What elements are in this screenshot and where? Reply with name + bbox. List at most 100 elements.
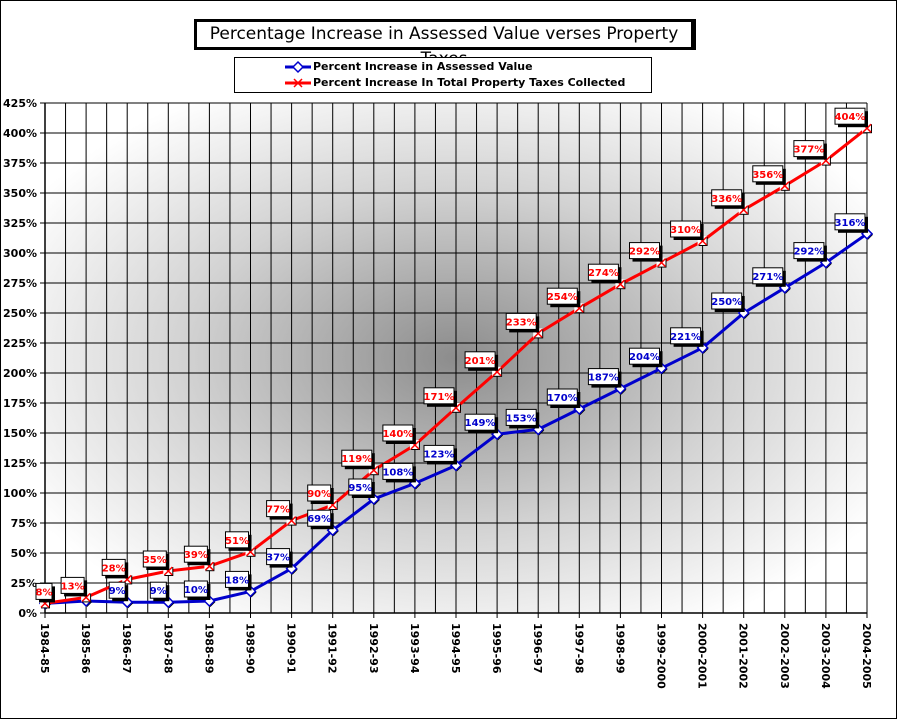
data-label: 140% xyxy=(382,424,416,444)
y-tick-label: 275% xyxy=(3,277,37,290)
y-tick-label: 300% xyxy=(3,247,37,260)
x-tick-label: 1988-89 xyxy=(202,623,215,674)
y-tick-label: 100% xyxy=(3,487,37,500)
data-label-text: 310% xyxy=(670,225,701,236)
y-tick-label: 250% xyxy=(3,307,37,320)
data-label-text: 336% xyxy=(711,194,742,205)
data-label: 9% xyxy=(108,581,129,602)
x-tick-label: 1998-99 xyxy=(613,623,626,674)
y-tick-label: 425% xyxy=(3,97,37,110)
y-tick-label: 350% xyxy=(3,187,37,200)
x-tick-label: 2004-2005 xyxy=(860,623,873,689)
y-tick-labels: 0% 25% 50% 75% 100% 125% 150% 175% 200% 225% 250% 2… xyxy=(3,97,37,620)
y-tick-label: 75% xyxy=(11,517,37,530)
data-label: 310% xyxy=(670,220,704,240)
x-tick-label: 1999-2000 xyxy=(655,623,668,689)
data-label: 271% xyxy=(752,267,786,287)
data-label-text: 271% xyxy=(752,272,783,283)
data-label: 171% xyxy=(423,387,457,407)
data-label-text: 187% xyxy=(588,373,619,384)
data-label: 123% xyxy=(423,444,457,465)
data-label: 95% xyxy=(348,478,375,498)
data-label: 250% xyxy=(711,292,745,312)
x-tick-label: 1996-97 xyxy=(531,623,544,674)
data-label: 292% xyxy=(629,242,663,262)
legend-item-assessed: Percent Increase in Assessed Value xyxy=(235,59,651,75)
data-label-text: 108% xyxy=(382,467,413,478)
legend: Percent Increase in Assessed Value Perce… xyxy=(234,57,652,93)
data-label-text: 28% xyxy=(102,563,126,574)
data-label-text: 123% xyxy=(424,449,455,460)
data-label: 13% xyxy=(60,576,88,597)
data-label-text: 77% xyxy=(266,505,290,516)
x-tick-label: 1990-91 xyxy=(285,623,298,674)
data-label-text: 10% xyxy=(184,585,208,596)
data-label-text: 377% xyxy=(793,145,824,156)
data-label-text: 233% xyxy=(506,317,537,328)
data-label-text: 153% xyxy=(506,413,537,424)
data-label-text: 18% xyxy=(225,575,249,586)
data-label: 90% xyxy=(307,484,334,504)
x-tick-label: 1992-93 xyxy=(367,623,380,674)
data-label-text: 140% xyxy=(382,429,413,440)
data-label: 10% xyxy=(183,580,211,600)
x-tick-label: 1986-87 xyxy=(120,623,133,674)
data-label: 292% xyxy=(793,242,827,262)
data-label: 336% xyxy=(711,189,745,209)
data-label: 153% xyxy=(505,408,540,429)
data-label-text: 254% xyxy=(547,292,578,303)
data-label: 233% xyxy=(505,312,540,333)
series xyxy=(38,123,874,610)
data-label: 39% xyxy=(183,545,211,566)
data-label-text: 201% xyxy=(465,356,496,367)
data-label: 356% xyxy=(752,165,786,185)
data-label: 69% xyxy=(307,509,334,530)
y-tick-label: 225% xyxy=(3,337,37,350)
x-tick-labels: 1984-85 1985-86 1986-87 1987-88 1988-89 1989-… xyxy=(38,623,873,689)
y-tick-label: 325% xyxy=(3,217,37,230)
x-tick-label: 1997-98 xyxy=(572,623,585,674)
x-tick-label: 1993-94 xyxy=(408,623,421,674)
y-tick-label: 400% xyxy=(3,127,37,140)
data-label-text: 37% xyxy=(266,553,290,564)
data-label-text: 221% xyxy=(670,332,701,343)
x-tick-label: 1984-85 xyxy=(38,623,51,674)
x-tick-label: 1991-92 xyxy=(326,623,339,674)
data-label-text: 9% xyxy=(109,586,126,597)
x-tick-label: 2001-2002 xyxy=(737,623,750,689)
data-label: 187% xyxy=(587,368,622,388)
data-label: 404% xyxy=(834,107,868,128)
legend-label-taxes: Percent Increase In Total Property Taxes… xyxy=(313,76,626,89)
data-label: 316% xyxy=(834,213,868,233)
legend-swatch-taxes xyxy=(285,78,311,88)
x-tick-label: 1995-96 xyxy=(490,623,503,674)
data-label: 9% xyxy=(149,581,170,602)
y-tick-label: 125% xyxy=(3,457,37,470)
x-tick-label: 1987-88 xyxy=(161,623,174,674)
legend-label-assessed: Percent Increase in Assessed Value xyxy=(313,60,533,73)
data-label: 274% xyxy=(587,263,622,284)
axes xyxy=(40,102,868,618)
data-label: 108% xyxy=(382,462,416,483)
data-label-text: 292% xyxy=(793,247,824,258)
data-label-text: 119% xyxy=(341,454,372,465)
data-label-text: 170% xyxy=(547,393,578,404)
data-label-text: 149% xyxy=(465,418,496,429)
data-label: 51% xyxy=(225,531,252,551)
data-label-text: 90% xyxy=(307,489,331,500)
data-label: 119% xyxy=(341,449,375,470)
legend-item-taxes: Percent Increase In Total Property Taxes… xyxy=(235,75,651,91)
data-label-text: 13% xyxy=(61,581,85,592)
data-label-text: 95% xyxy=(348,483,372,494)
data-label-text: 35% xyxy=(143,555,167,566)
x-tick-label: 1994-95 xyxy=(449,623,462,674)
data-label: 37% xyxy=(266,548,293,568)
y-tick-label: 175% xyxy=(3,397,37,410)
y-tick-label: 0% xyxy=(18,607,37,620)
data-label-text: 8% xyxy=(36,587,53,598)
data-label: 28% xyxy=(101,558,129,579)
y-tick-label: 50% xyxy=(11,547,37,560)
data-label: 8% xyxy=(35,582,55,603)
data-label: 201% xyxy=(464,351,499,371)
data-label: 35% xyxy=(142,550,170,570)
